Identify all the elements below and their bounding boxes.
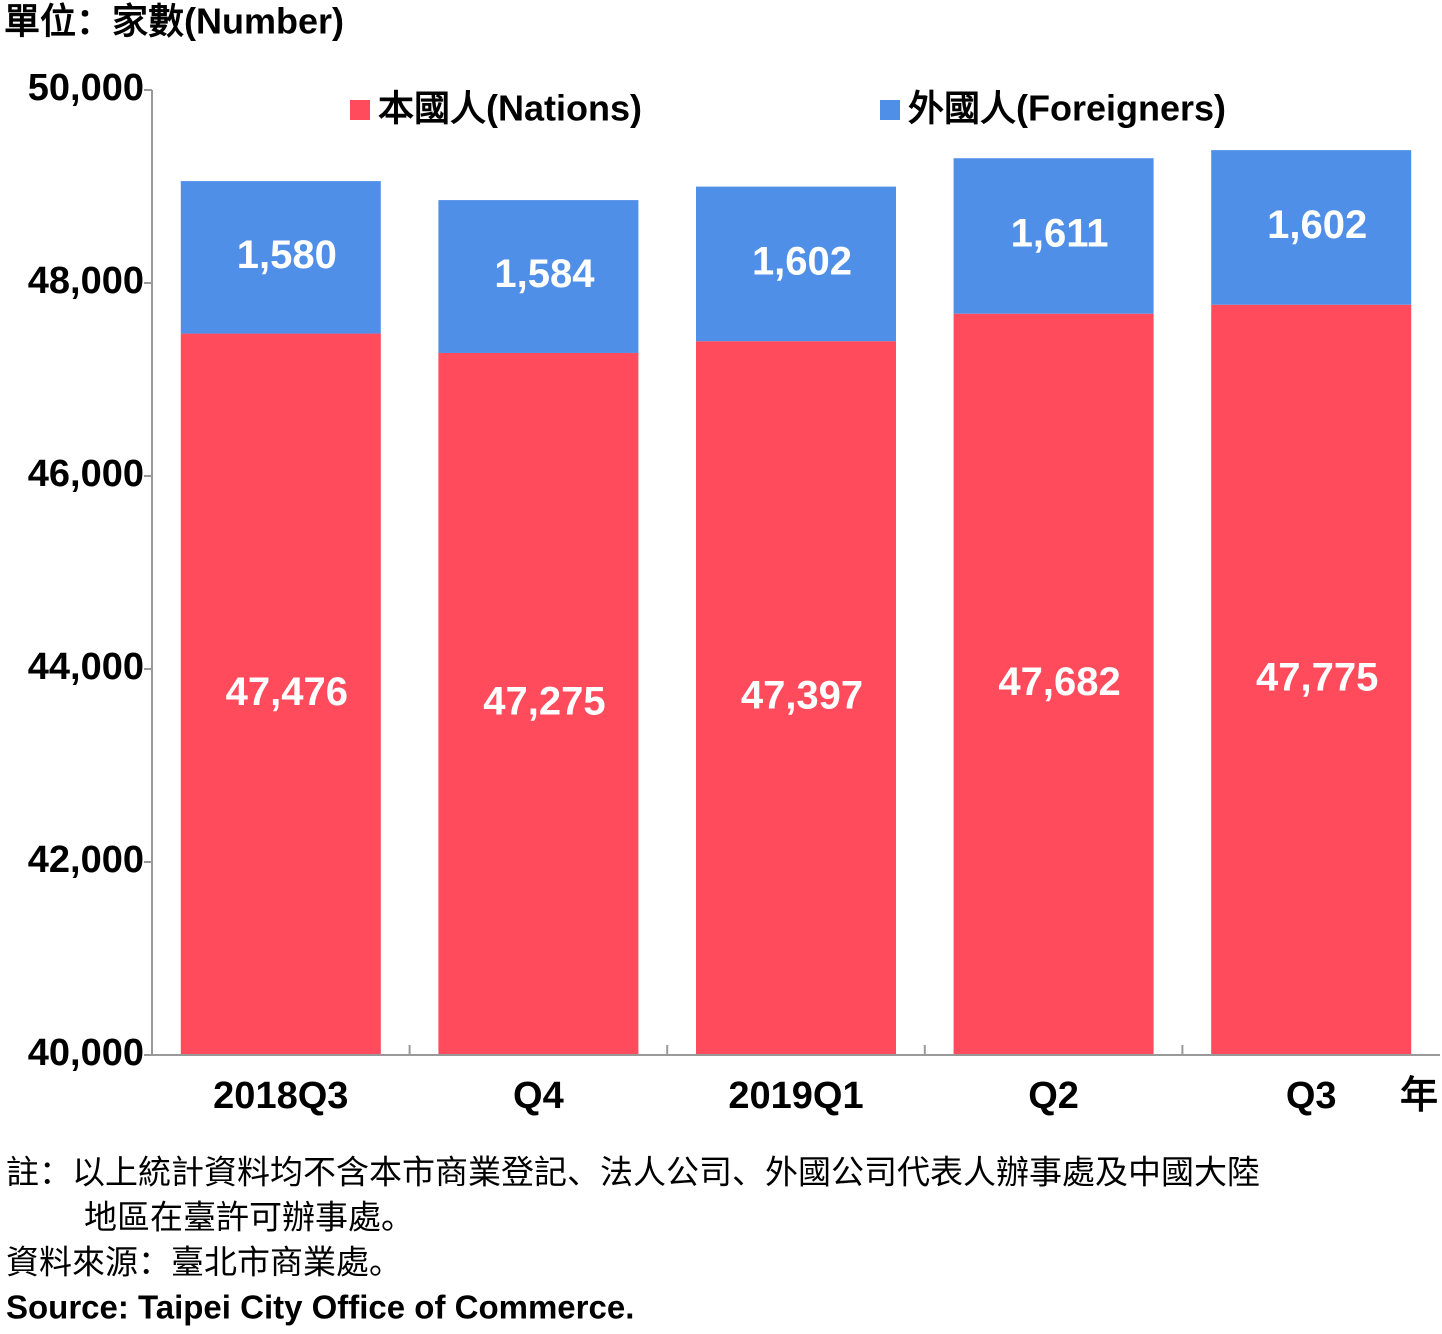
data-label: 47,275 xyxy=(483,680,605,724)
x-tick-label: Q2 xyxy=(1028,1075,1079,1117)
data-label: 1,611 xyxy=(1011,212,1109,256)
source: Source: Taipei City Office of Commerce. xyxy=(6,1289,634,1326)
y-tick-label: 46,000 xyxy=(28,453,144,495)
x-tick-label: 2019Q1 xyxy=(728,1075,863,1117)
bar-segment xyxy=(1211,304,1412,1055)
unit-label: 單位：家數(Number) xyxy=(4,1,344,42)
legend-swatch xyxy=(880,100,900,120)
bar-segment xyxy=(696,341,896,1055)
bar-segment xyxy=(1211,150,1412,305)
bar-segment xyxy=(180,181,381,334)
data-label: 47,775 xyxy=(1256,655,1378,699)
data-label: 1,580 xyxy=(237,233,337,277)
y-tick-label: 48,000 xyxy=(28,260,144,302)
note: 註：以上統計資料均不含本市商業登記、法人公司、外國公司代表人辦事處及中國大陸 xyxy=(6,1154,1260,1191)
legend-swatch xyxy=(350,100,370,120)
legend-label: 本國人(Nations) xyxy=(378,88,642,129)
bar-segment xyxy=(953,313,1154,1055)
data-label: 47,682 xyxy=(998,660,1120,704)
bar-segment xyxy=(953,158,1154,314)
bar-segment xyxy=(696,186,896,342)
y-tick-label: 44,000 xyxy=(28,646,144,688)
data-label: 1,602 xyxy=(1267,203,1367,247)
bar-segment xyxy=(438,352,639,1055)
data-label: 47,476 xyxy=(226,670,348,714)
x-tick-label: Q4 xyxy=(513,1075,564,1117)
note: 地區在臺許可辦事處。 xyxy=(84,1199,414,1236)
data-label: 1,584 xyxy=(494,252,595,296)
bar-segment xyxy=(438,200,639,353)
source: 資料來源：臺北市商業處。 xyxy=(6,1244,402,1281)
data-label: 47,397 xyxy=(741,674,863,718)
x-tick-label: 2018Q3 xyxy=(213,1075,348,1117)
y-tick-label: 40,000 xyxy=(28,1032,144,1074)
x-unit-label: 年 xyxy=(1400,1075,1438,1117)
y-tick-label: 42,000 xyxy=(28,839,144,881)
x-tick-label: Q3 xyxy=(1286,1075,1337,1117)
y-tick-label: 50,000 xyxy=(28,67,144,109)
legend-label: 外國人(Foreigners) xyxy=(908,88,1226,129)
bar-segment xyxy=(180,333,381,1055)
data-label: 1,602 xyxy=(752,239,852,283)
